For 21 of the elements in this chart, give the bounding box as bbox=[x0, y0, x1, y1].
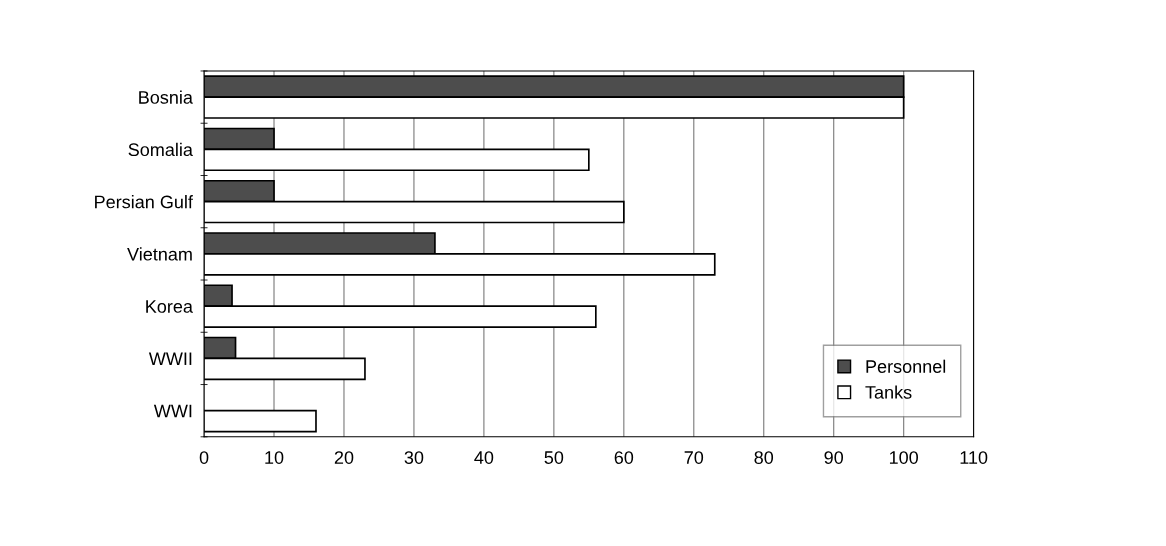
x-tick-label: 30 bbox=[404, 451, 424, 464]
y-tick-label: Vietnam bbox=[127, 247, 192, 261]
y-tick-label: Korea bbox=[146, 300, 193, 313]
y-tick-label: Bosnia bbox=[139, 90, 193, 104]
x-tick-label: 100 bbox=[889, 451, 919, 464]
y-tick-label: WWII bbox=[148, 352, 192, 365]
x-tick-label: 60 bbox=[614, 451, 634, 464]
x-tick-label: 110 bbox=[960, 451, 988, 464]
y-tick-label: Somalia bbox=[128, 142, 193, 157]
legend-label: Tanks bbox=[865, 385, 912, 399]
y-tick-label: WWI bbox=[153, 404, 192, 418]
x-tick-label: 0 bbox=[199, 451, 209, 464]
x-tick-label: 80 bbox=[754, 451, 774, 464]
x-tick-label: 50 bbox=[544, 451, 564, 464]
x-tick-label: 90 bbox=[824, 451, 844, 464]
y-tick-label: Persian Gulf bbox=[95, 195, 193, 209]
x-tick-label: 40 bbox=[474, 451, 494, 464]
x-tick-label: 10 bbox=[265, 451, 284, 464]
x-tick-label: 20 bbox=[334, 451, 354, 464]
x-tick-label: 70 bbox=[684, 451, 704, 464]
legend-label: Personnel bbox=[866, 359, 946, 373]
